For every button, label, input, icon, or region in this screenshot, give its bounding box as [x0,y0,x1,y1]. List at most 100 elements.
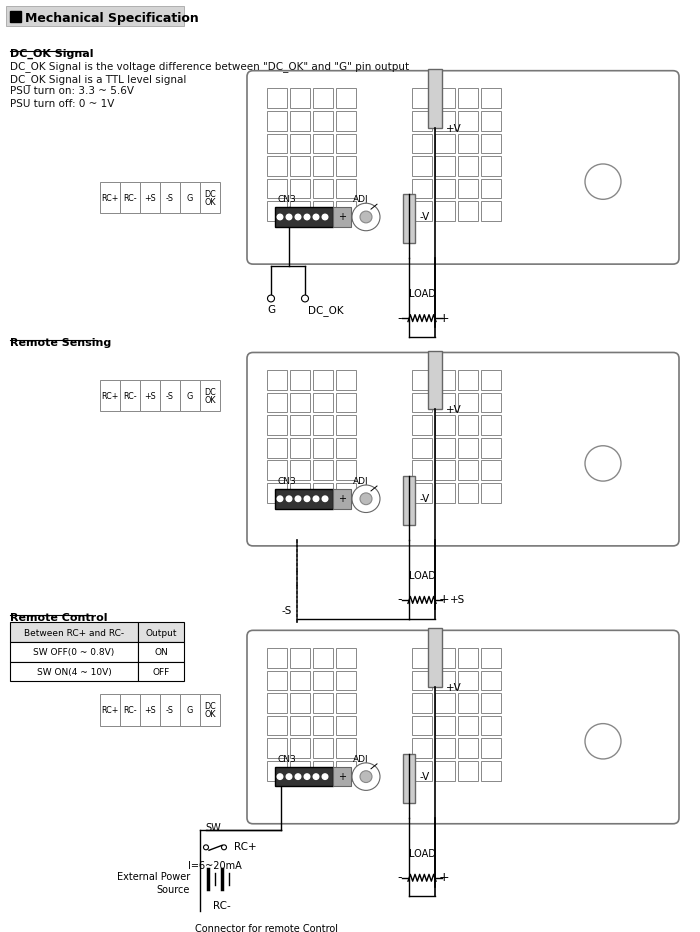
Bar [290,133,310,153]
Text: Mechanical Specification: Mechanical Specification [25,12,199,25]
Bar [200,380,220,411]
Circle shape [304,774,310,779]
Bar [267,111,287,130]
Circle shape [585,723,621,759]
FancyBboxPatch shape [247,630,679,824]
FancyBboxPatch shape [247,71,679,264]
Bar [313,89,333,108]
Text: -: - [398,871,402,884]
Bar [435,716,455,735]
Bar [313,392,333,412]
Bar [333,767,351,787]
Text: +S: +S [144,392,156,401]
Circle shape [360,493,372,504]
Circle shape [360,211,372,223]
Circle shape [295,214,301,220]
Text: +: + [338,494,346,504]
Circle shape [360,771,372,783]
Bar [290,738,310,758]
Text: CN3: CN3 [277,477,295,486]
Circle shape [352,763,380,790]
Bar [435,392,455,412]
Bar [290,761,310,781]
Text: External Power
Source: External Power Source [117,872,190,895]
Text: +S: +S [144,194,156,203]
Bar [458,416,478,435]
Bar [458,761,478,781]
Bar [267,201,287,221]
Circle shape [304,496,310,501]
Bar [120,182,140,213]
Text: CN3: CN3 [277,195,295,204]
Text: RC+: RC+ [102,706,119,716]
Circle shape [221,845,227,850]
Bar [336,133,356,153]
Bar [290,460,310,480]
Text: Remote Sensing: Remote Sensing [10,337,111,348]
Bar [336,201,356,221]
Bar [267,179,287,199]
Bar [412,716,432,735]
Bar [313,716,333,735]
Text: LOAD: LOAD [409,849,435,859]
Bar [160,182,180,213]
Bar [290,89,310,108]
Text: G: G [187,392,193,401]
Text: +: + [439,871,449,884]
Text: PSU turn off: 0 ~ 1V: PSU turn off: 0 ~ 1V [10,99,114,109]
Bar [458,370,478,390]
Text: G: G [187,194,193,203]
Bar [267,370,287,390]
Bar [481,201,501,221]
Bar [160,694,180,726]
Text: +: + [338,772,346,782]
Circle shape [304,214,310,220]
Bar [481,370,501,390]
Bar [290,179,310,199]
Bar [100,380,120,411]
Bar [275,489,333,509]
Text: RC+: RC+ [234,843,257,853]
Bar [458,716,478,735]
Bar [435,761,455,781]
Bar [412,438,432,458]
Bar [267,392,287,412]
Bar [290,693,310,713]
Bar [336,693,356,713]
Bar [313,438,333,458]
Bar [290,416,310,435]
Bar [412,157,432,176]
Bar [481,716,501,735]
Text: Remote Control: Remote Control [10,612,108,623]
Bar [435,438,455,458]
Bar [403,476,415,526]
Text: -S: -S [166,706,174,716]
Text: -V: -V [419,772,429,782]
Bar [412,693,432,713]
Bar [458,133,478,153]
Bar [412,370,432,390]
Text: I=6~20mA: I=6~20mA [188,861,242,871]
Text: CN3: CN3 [277,755,295,764]
Circle shape [352,485,380,513]
Bar [336,157,356,176]
Text: Connector for remote Control: Connector for remote Control [195,924,338,932]
Bar [336,438,356,458]
Bar [120,380,140,411]
Bar [313,133,333,153]
Text: +V: +V [446,405,462,416]
Bar [267,761,287,781]
Circle shape [313,496,319,501]
Bar [290,370,310,390]
Text: -V: -V [419,494,429,504]
Text: G: G [267,306,275,315]
Bar [336,648,356,667]
Text: ADJ: ADJ [353,477,369,486]
Bar [160,380,180,411]
Text: RC-: RC- [123,392,136,401]
Bar [10,11,21,21]
Bar [428,350,442,409]
Circle shape [322,774,328,779]
Bar [6,6,184,25]
Text: -S: -S [166,194,174,203]
